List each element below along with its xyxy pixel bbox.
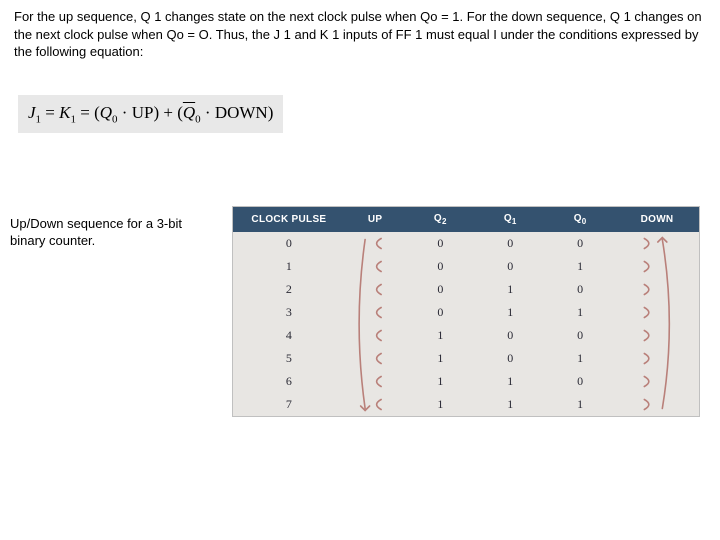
caption: Up/Down sequence for a 3-bit binary coun… [10,216,220,250]
table-row: 5 101 [233,347,699,370]
sequence-table: CLOCK PULSE UP Q2 Q1 Q0 DOWN 00001001201… [233,207,699,416]
eq-q1: Q [100,103,112,122]
col-down-label: DOWN [641,214,674,225]
table-cell [345,278,406,301]
table-body: 00001001201030114100510161107111 [233,232,699,416]
eq-dot2: · [201,103,215,122]
table-cell: 4 [233,324,345,347]
col-q0-label: Q [574,213,582,224]
table-cell: 1 [475,301,545,324]
table-cell: 0 [545,232,615,255]
table-row: 3011 [233,301,699,324]
col-clock: CLOCK PULSE [233,207,345,232]
table-cell: 1 [405,324,475,347]
table-cell [615,324,699,347]
table-cell: 1 [475,393,545,416]
table-row: 7111 [233,393,699,416]
col-up-label: UP [368,214,383,225]
table-cell: 0 [475,232,545,255]
table-cell: 0 [545,370,615,393]
col-down: DOWN [615,207,699,232]
table-cell [615,301,699,324]
table-cell: 1 [405,393,475,416]
col-q1-label: Q [504,213,512,224]
col-q0-sub: 0 [582,217,587,226]
table-cell [345,301,406,324]
table-cell [615,370,699,393]
table-cell: 5 [233,347,345,370]
table-row: 1001 [233,255,699,278]
table-row: 0000 [233,232,699,255]
table-cell: 3 [233,301,345,324]
table-cell [345,393,406,416]
table-cell: 1 [545,347,615,370]
col-q0: Q0 [545,207,615,232]
eq-j: J [28,103,36,122]
table-row: 4100 [233,324,699,347]
table-cell: 1 [475,370,545,393]
table-cell: 0 [475,324,545,347]
eq-j-sub: 1 [36,113,42,125]
col-q2-label: Q [434,213,442,224]
eq-k-sub: 1 [70,113,76,125]
sequence-table-wrap: CLOCK PULSE UP Q2 Q1 Q0 DOWN 00001001201… [232,206,700,417]
eq-down: DOWN [215,103,268,122]
table-cell [345,232,406,255]
col-q1: Q1 [475,207,545,232]
table-cell [615,232,699,255]
table-cell: 0 [405,278,475,301]
table-cell: 0 [405,232,475,255]
eq-eq1: = [45,103,59,122]
eq-plus: + [163,103,177,122]
table-row: 6110 [233,370,699,393]
table-cell [345,370,406,393]
table-row: 2010 [233,278,699,301]
table-cell [615,278,699,301]
table-cell: 0 [545,324,615,347]
col-up: UP [345,207,406,232]
table-cell: 1 [233,255,345,278]
table-cell: 0 [545,278,615,301]
eq-up: UP [132,103,154,122]
table-cell: 1 [405,370,475,393]
table-cell [615,393,699,416]
table-cell: 0 [233,232,345,255]
table-cell: 1 [405,347,475,370]
col-q1-sub: 1 [512,217,517,226]
table-cell: 0 [475,255,545,278]
eq-rp2: ) [268,103,274,122]
table-cell [345,347,406,370]
col-q2: Q2 [405,207,475,232]
table-cell: 0 [405,255,475,278]
table-header-row: CLOCK PULSE UP Q2 Q1 Q0 DOWN [233,207,699,232]
equation-block: J1 = K1 = (Q0 · UP) + (Q0 · DOWN) [18,95,283,133]
table-cell [615,255,699,278]
table-cell: 1 [545,393,615,416]
intro-paragraph: For the up sequence, Q 1 changes state o… [0,0,720,65]
eq-q2: Q [183,103,195,122]
eq-eq2: = [80,103,94,122]
table-cell [345,324,406,347]
table-cell: 1 [545,255,615,278]
eq-dot1: · [118,103,132,122]
col-clock-label: CLOCK PULSE [251,214,326,225]
table-cell: 0 [405,301,475,324]
table-cell [615,347,699,370]
table-cell: 1 [545,301,615,324]
eq-k: K [59,103,70,122]
table-cell: 1 [475,278,545,301]
col-q2-sub: 2 [442,217,447,226]
table-cell: 0 [475,347,545,370]
table-cell: 2 [233,278,345,301]
table-cell: 7 [233,393,345,416]
table-cell [345,255,406,278]
table-cell: 6 [233,370,345,393]
eq-rp1: ) [153,103,159,122]
